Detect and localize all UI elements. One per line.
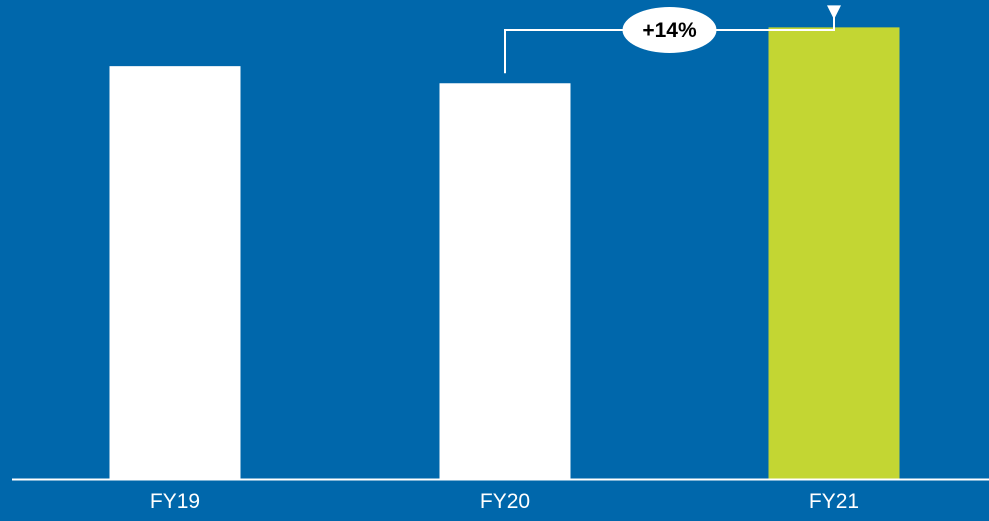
bar-fy19 bbox=[109, 66, 241, 480]
x-tick-label-fy19: FY19 bbox=[150, 490, 200, 513]
x-tick-label-fy20: FY20 bbox=[480, 490, 530, 513]
growth-annotation: +14% bbox=[504, 5, 841, 74]
bar-fy21 bbox=[768, 27, 900, 479]
growth-arrowhead bbox=[827, 5, 841, 20]
growth-label: +14% bbox=[642, 19, 697, 42]
bars-group bbox=[109, 27, 900, 480]
x-tick-labels: FY19 FY20 FY21 bbox=[150, 490, 859, 513]
x-tick-label-fy21: FY21 bbox=[809, 490, 859, 513]
bar-fy20 bbox=[439, 83, 571, 479]
growth-badge bbox=[622, 7, 717, 53]
